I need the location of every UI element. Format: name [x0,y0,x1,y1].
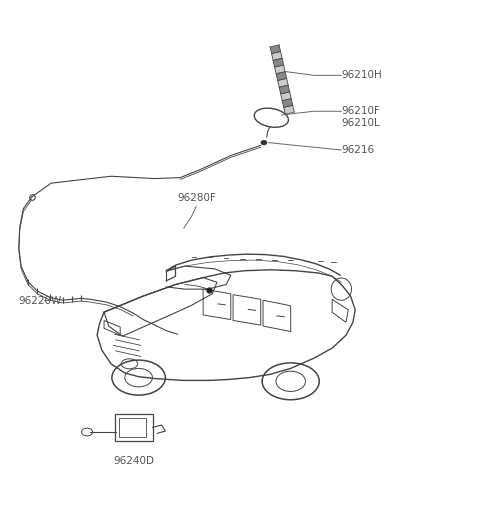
Polygon shape [277,78,288,87]
Polygon shape [276,72,287,81]
Ellipse shape [261,140,267,145]
Text: 96216: 96216 [341,145,374,155]
Text: 96210L: 96210L [341,118,380,128]
Polygon shape [282,99,293,107]
Polygon shape [273,58,284,67]
Text: 96210H: 96210H [341,70,382,81]
Text: 96210F: 96210F [341,106,380,116]
Polygon shape [281,92,291,101]
Polygon shape [279,85,290,94]
Text: 96220W: 96220W [19,295,62,305]
Text: 96240D: 96240D [113,456,155,465]
Polygon shape [284,105,294,114]
Polygon shape [270,45,281,53]
Polygon shape [275,65,285,74]
Polygon shape [272,52,282,60]
Text: 96280F: 96280F [178,194,216,203]
